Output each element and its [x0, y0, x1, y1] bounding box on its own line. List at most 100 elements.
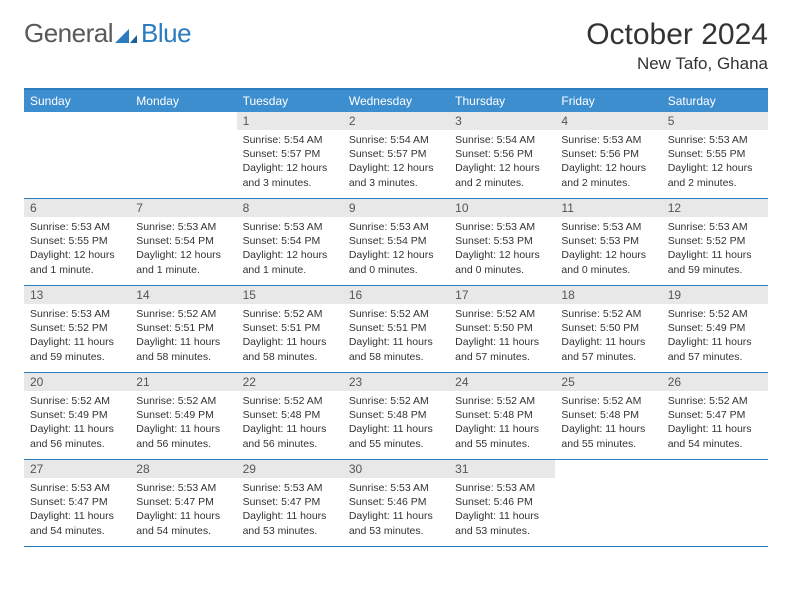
day-cell: 3Sunrise: 5:54 AMSunset: 5:56 PMDaylight…	[449, 112, 555, 198]
day-number: 13	[24, 286, 130, 304]
day-cell: 22Sunrise: 5:52 AMSunset: 5:48 PMDayligh…	[237, 373, 343, 459]
day-number: 15	[237, 286, 343, 304]
weekday-label: Sunday	[24, 90, 130, 112]
day-cell: 8Sunrise: 5:53 AMSunset: 5:54 PMDaylight…	[237, 199, 343, 285]
day-cell	[662, 460, 768, 546]
day-cell	[555, 460, 661, 546]
month-title: October 2024	[586, 18, 768, 52]
day-cell: 16Sunrise: 5:52 AMSunset: 5:51 PMDayligh…	[343, 286, 449, 372]
day-number: 17	[449, 286, 555, 304]
day-cell: 23Sunrise: 5:52 AMSunset: 5:48 PMDayligh…	[343, 373, 449, 459]
day-details: Sunrise: 5:52 AMSunset: 5:51 PMDaylight:…	[237, 304, 343, 370]
day-cell: 1Sunrise: 5:54 AMSunset: 5:57 PMDaylight…	[237, 112, 343, 198]
weekday-label: Tuesday	[237, 90, 343, 112]
day-details: Sunrise: 5:53 AMSunset: 5:53 PMDaylight:…	[449, 217, 555, 283]
day-cell: 4Sunrise: 5:53 AMSunset: 5:56 PMDaylight…	[555, 112, 661, 198]
day-cell: 21Sunrise: 5:52 AMSunset: 5:49 PMDayligh…	[130, 373, 236, 459]
day-cell: 6Sunrise: 5:53 AMSunset: 5:55 PMDaylight…	[24, 199, 130, 285]
day-number: 23	[343, 373, 449, 391]
day-number: 16	[343, 286, 449, 304]
day-number: 3	[449, 112, 555, 130]
day-number: 26	[662, 373, 768, 391]
day-details: Sunrise: 5:52 AMSunset: 5:49 PMDaylight:…	[662, 304, 768, 370]
day-number: 4	[555, 112, 661, 130]
brand-part2: Blue	[141, 18, 191, 49]
day-number: 7	[130, 199, 236, 217]
day-number: 5	[662, 112, 768, 130]
day-details: Sunrise: 5:53 AMSunset: 5:53 PMDaylight:…	[555, 217, 661, 283]
day-cell: 2Sunrise: 5:54 AMSunset: 5:57 PMDaylight…	[343, 112, 449, 198]
day-cell: 20Sunrise: 5:52 AMSunset: 5:49 PMDayligh…	[24, 373, 130, 459]
day-details: Sunrise: 5:53 AMSunset: 5:56 PMDaylight:…	[555, 130, 661, 196]
day-number: 8	[237, 199, 343, 217]
location: New Tafo, Ghana	[586, 54, 768, 74]
weekday-label: Friday	[555, 90, 661, 112]
day-details: Sunrise: 5:52 AMSunset: 5:49 PMDaylight:…	[24, 391, 130, 457]
brand-sail-icon	[115, 19, 137, 33]
weekday-header: SundayMondayTuesdayWednesdayThursdayFrid…	[24, 90, 768, 112]
day-cell: 30Sunrise: 5:53 AMSunset: 5:46 PMDayligh…	[343, 460, 449, 546]
day-number: 2	[343, 112, 449, 130]
header: General Blue October 2024 New Tafo, Ghan…	[24, 18, 768, 74]
week-row: 1Sunrise: 5:54 AMSunset: 5:57 PMDaylight…	[24, 112, 768, 199]
day-number: 10	[449, 199, 555, 217]
day-cell: 11Sunrise: 5:53 AMSunset: 5:53 PMDayligh…	[555, 199, 661, 285]
day-details: Sunrise: 5:53 AMSunset: 5:55 PMDaylight:…	[662, 130, 768, 196]
calendar: SundayMondayTuesdayWednesdayThursdayFrid…	[24, 88, 768, 547]
day-number: 9	[343, 199, 449, 217]
day-details: Sunrise: 5:54 AMSunset: 5:57 PMDaylight:…	[343, 130, 449, 196]
day-number: 28	[130, 460, 236, 478]
day-details: Sunrise: 5:53 AMSunset: 5:47 PMDaylight:…	[237, 478, 343, 544]
day-number: 11	[555, 199, 661, 217]
day-details: Sunrise: 5:52 AMSunset: 5:48 PMDaylight:…	[343, 391, 449, 457]
day-cell: 29Sunrise: 5:53 AMSunset: 5:47 PMDayligh…	[237, 460, 343, 546]
day-cell: 13Sunrise: 5:53 AMSunset: 5:52 PMDayligh…	[24, 286, 130, 372]
day-cell: 18Sunrise: 5:52 AMSunset: 5:50 PMDayligh…	[555, 286, 661, 372]
day-details: Sunrise: 5:53 AMSunset: 5:52 PMDaylight:…	[24, 304, 130, 370]
day-number: 22	[237, 373, 343, 391]
day-cell: 15Sunrise: 5:52 AMSunset: 5:51 PMDayligh…	[237, 286, 343, 372]
day-details: Sunrise: 5:52 AMSunset: 5:50 PMDaylight:…	[449, 304, 555, 370]
day-details: Sunrise: 5:53 AMSunset: 5:52 PMDaylight:…	[662, 217, 768, 283]
day-cell: 17Sunrise: 5:52 AMSunset: 5:50 PMDayligh…	[449, 286, 555, 372]
day-cell: 14Sunrise: 5:52 AMSunset: 5:51 PMDayligh…	[130, 286, 236, 372]
day-details: Sunrise: 5:53 AMSunset: 5:54 PMDaylight:…	[130, 217, 236, 283]
day-number: 14	[130, 286, 236, 304]
day-cell	[24, 112, 130, 198]
week-row: 27Sunrise: 5:53 AMSunset: 5:47 PMDayligh…	[24, 460, 768, 547]
day-number: 27	[24, 460, 130, 478]
day-details: Sunrise: 5:52 AMSunset: 5:49 PMDaylight:…	[130, 391, 236, 457]
day-number: 30	[343, 460, 449, 478]
day-number: 21	[130, 373, 236, 391]
day-number: 19	[662, 286, 768, 304]
brand-logo: General Blue	[24, 18, 191, 49]
day-details: Sunrise: 5:53 AMSunset: 5:47 PMDaylight:…	[130, 478, 236, 544]
day-details: Sunrise: 5:52 AMSunset: 5:48 PMDaylight:…	[555, 391, 661, 457]
day-cell: 10Sunrise: 5:53 AMSunset: 5:53 PMDayligh…	[449, 199, 555, 285]
week-row: 20Sunrise: 5:52 AMSunset: 5:49 PMDayligh…	[24, 373, 768, 460]
week-row: 6Sunrise: 5:53 AMSunset: 5:55 PMDaylight…	[24, 199, 768, 286]
weekday-label: Wednesday	[343, 90, 449, 112]
day-cell: 25Sunrise: 5:52 AMSunset: 5:48 PMDayligh…	[555, 373, 661, 459]
day-cell: 19Sunrise: 5:52 AMSunset: 5:49 PMDayligh…	[662, 286, 768, 372]
page: General Blue October 2024 New Tafo, Ghan…	[0, 0, 792, 565]
day-details: Sunrise: 5:53 AMSunset: 5:54 PMDaylight:…	[237, 217, 343, 283]
day-cell: 27Sunrise: 5:53 AMSunset: 5:47 PMDayligh…	[24, 460, 130, 546]
day-details: Sunrise: 5:53 AMSunset: 5:46 PMDaylight:…	[449, 478, 555, 544]
day-number: 25	[555, 373, 661, 391]
weekday-label: Thursday	[449, 90, 555, 112]
day-details: Sunrise: 5:52 AMSunset: 5:51 PMDaylight:…	[343, 304, 449, 370]
day-details: Sunrise: 5:52 AMSunset: 5:51 PMDaylight:…	[130, 304, 236, 370]
day-details: Sunrise: 5:52 AMSunset: 5:48 PMDaylight:…	[449, 391, 555, 457]
day-details: Sunrise: 5:54 AMSunset: 5:56 PMDaylight:…	[449, 130, 555, 196]
day-number: 24	[449, 373, 555, 391]
day-details: Sunrise: 5:53 AMSunset: 5:46 PMDaylight:…	[343, 478, 449, 544]
title-block: October 2024 New Tafo, Ghana	[586, 18, 768, 74]
day-number: 6	[24, 199, 130, 217]
weekday-label: Monday	[130, 90, 236, 112]
week-row: 13Sunrise: 5:53 AMSunset: 5:52 PMDayligh…	[24, 286, 768, 373]
day-details: Sunrise: 5:52 AMSunset: 5:47 PMDaylight:…	[662, 391, 768, 457]
day-cell: 5Sunrise: 5:53 AMSunset: 5:55 PMDaylight…	[662, 112, 768, 198]
day-number: 31	[449, 460, 555, 478]
day-cell	[130, 112, 236, 198]
